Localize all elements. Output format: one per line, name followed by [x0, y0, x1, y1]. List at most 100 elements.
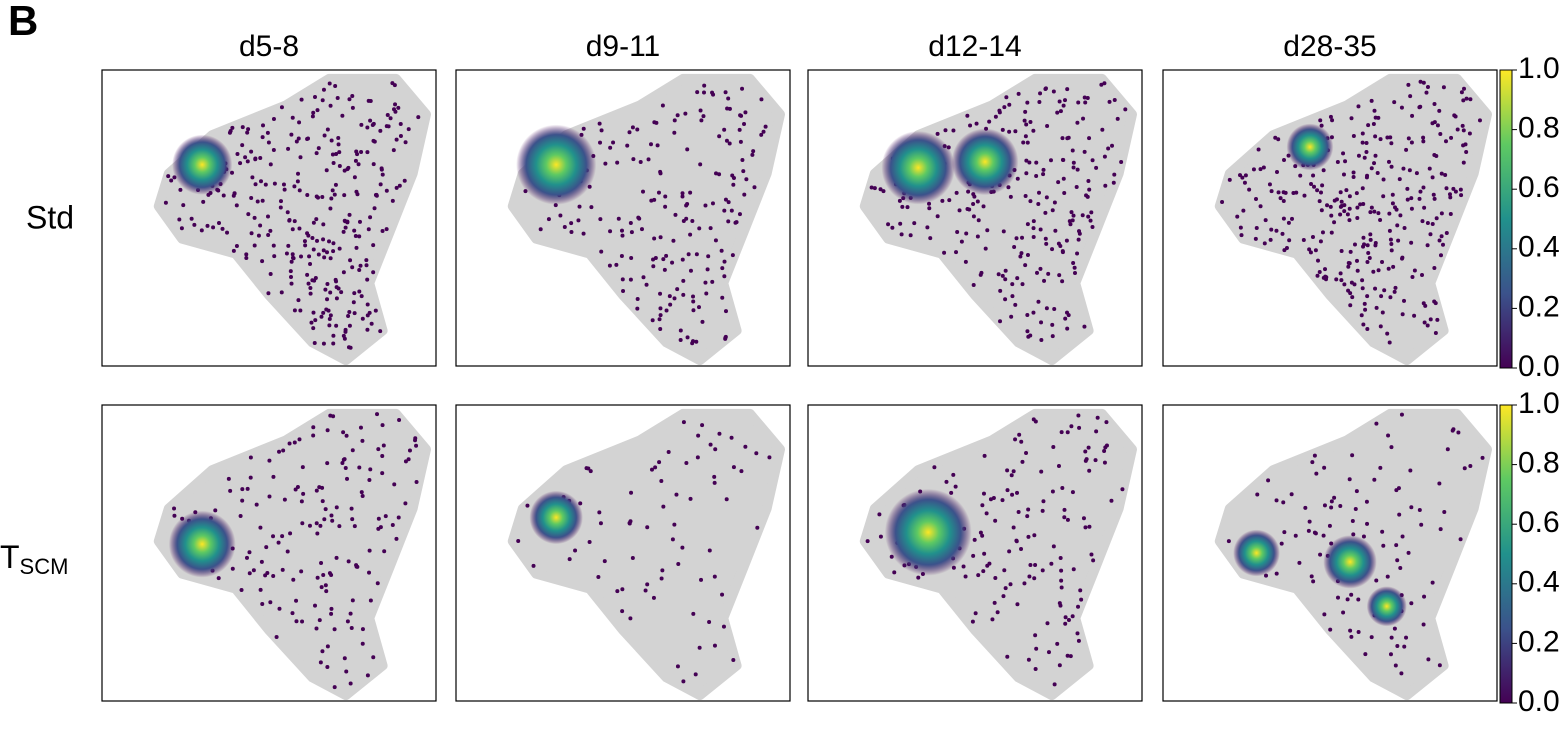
cell-dot [1347, 261, 1352, 266]
cell-dot [1254, 226, 1259, 231]
cell-dot [1050, 489, 1055, 494]
cell-dot [953, 484, 958, 489]
cell-dot [742, 121, 747, 126]
cell-dot [681, 292, 686, 297]
cell-dot [744, 177, 749, 182]
cell-dot [1462, 466, 1467, 471]
cell-dot [1365, 327, 1370, 332]
cell-dot [1243, 173, 1248, 178]
cell-dot [352, 228, 357, 233]
cell-dot [651, 264, 656, 269]
cell-dot [320, 499, 325, 504]
cell-dot [1314, 471, 1319, 476]
cell-dot [1391, 264, 1396, 269]
cell-dot [890, 225, 895, 230]
cell-dot [1407, 168, 1412, 173]
cell-dot [298, 155, 303, 160]
cell-dot [630, 555, 635, 560]
cell-dot [1088, 218, 1093, 223]
cell-dot [1322, 503, 1327, 508]
cell-dot [1001, 229, 1006, 234]
cell-dot [759, 132, 764, 137]
cell-dot [750, 152, 755, 157]
cell-dot [654, 120, 659, 125]
cell-dot [627, 130, 632, 135]
cell-dot [1058, 556, 1063, 561]
cell-dot [1395, 558, 1400, 563]
cell-dot [396, 515, 401, 520]
cell-dot [1312, 453, 1317, 458]
cell-dot [392, 83, 397, 88]
cell-dot [598, 140, 603, 145]
cell-dot [181, 203, 186, 208]
cell-dot [724, 138, 729, 143]
cell-dot [1023, 134, 1028, 139]
cell-dot [1072, 265, 1077, 270]
cell-dot [311, 433, 316, 438]
cell-dot [290, 611, 295, 616]
cell-dot [967, 207, 972, 212]
cell-dot [567, 557, 572, 562]
cell-dot [1321, 168, 1326, 173]
cell-dot [240, 143, 245, 148]
cell-dot [360, 438, 365, 443]
cell-dot [1301, 237, 1306, 242]
cell-dot [1251, 167, 1256, 172]
cell-dot [731, 465, 736, 470]
cell-dot [872, 186, 877, 191]
cell-dot [296, 136, 301, 141]
cell-dot [672, 130, 677, 135]
cell-dot [620, 233, 625, 238]
cell-dot [1328, 204, 1333, 209]
cell-dot [1319, 208, 1324, 213]
cell-dot [656, 190, 661, 195]
cell-dot [1307, 247, 1312, 252]
colorbar-tick-label: 1.0 [1518, 387, 1560, 420]
cell-dot [708, 442, 713, 447]
cell-dot [378, 182, 383, 187]
cell-dot [1372, 161, 1377, 166]
cell-dot [348, 611, 353, 616]
cell-dot [322, 133, 327, 138]
cell-dot [1445, 447, 1450, 452]
cell-dot [1008, 194, 1013, 199]
cell-dot [371, 162, 376, 167]
cell-dot [321, 222, 326, 227]
cell-dot [1011, 469, 1016, 474]
cell-dot [951, 472, 956, 477]
cell-dot [1069, 210, 1074, 215]
cell-dot [332, 627, 337, 632]
cell-dot [347, 97, 352, 102]
cell-dot [331, 249, 336, 254]
cell-dot [1430, 175, 1435, 180]
cell-dot [264, 545, 269, 550]
cell-dot [1010, 294, 1015, 299]
cell-dot [407, 448, 412, 453]
cell-dot [1442, 510, 1447, 515]
cell-dot [1334, 277, 1339, 282]
cell-dot [1309, 181, 1314, 186]
cell-dot [1456, 430, 1461, 435]
cell-dot [928, 236, 933, 241]
cell-dot [248, 475, 253, 480]
cell-dot [707, 619, 712, 624]
cell-dot [1444, 186, 1449, 191]
cell-dot [675, 287, 680, 292]
cell-dot [1019, 547, 1024, 552]
cell-dot [245, 130, 250, 135]
cell-dot [688, 496, 693, 501]
cell-dot [280, 534, 285, 539]
cell-dot [1421, 135, 1426, 140]
cell-dot [1104, 420, 1109, 425]
cell-dot [1025, 514, 1030, 519]
cell-dot [1356, 597, 1361, 602]
cell-dot [406, 127, 411, 132]
cell-dot [250, 175, 255, 180]
cell-dot [1374, 578, 1379, 583]
cell-dot [1386, 159, 1391, 164]
cell-dot [1355, 215, 1360, 220]
cell-dot [943, 128, 948, 133]
cell-dot [391, 148, 396, 153]
cell-dot [712, 574, 717, 579]
colorbar-tick-label: 0.6 [1518, 506, 1560, 539]
